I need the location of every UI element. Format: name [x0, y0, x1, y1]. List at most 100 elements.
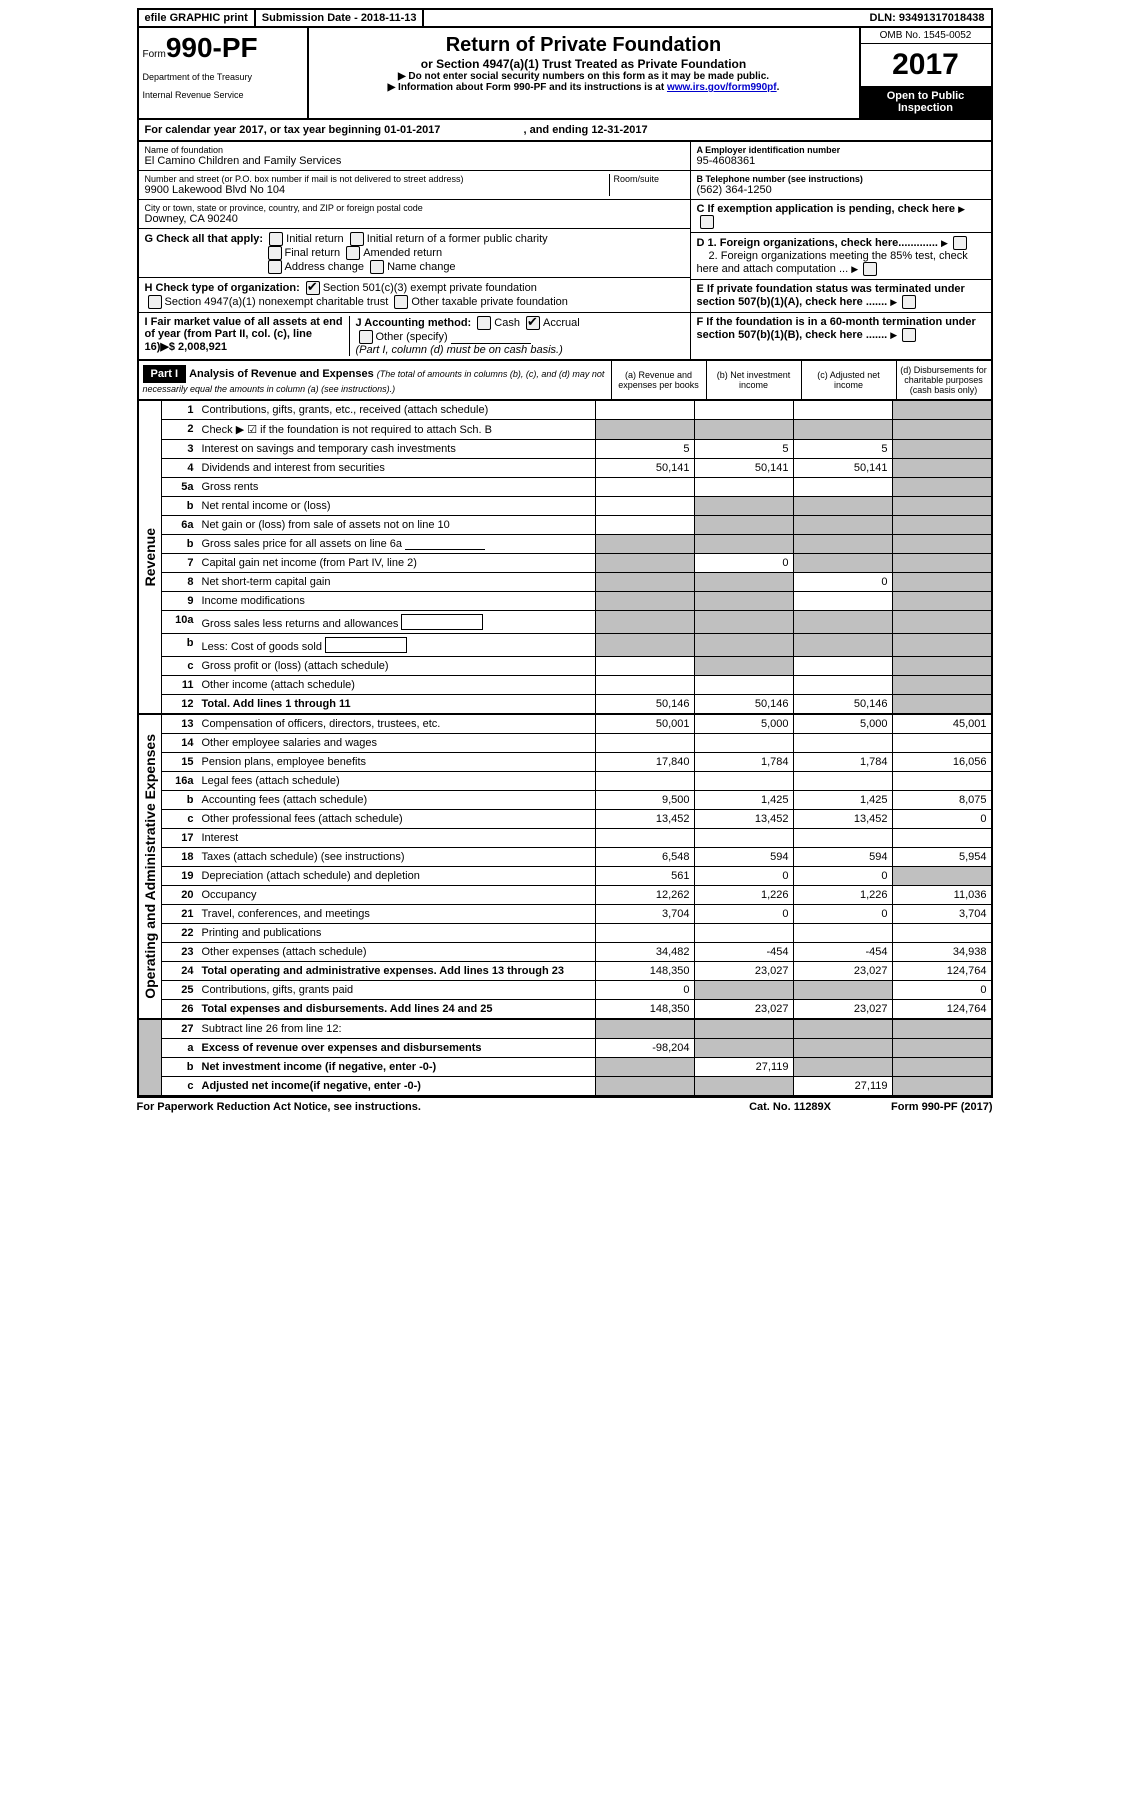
line-value-a	[595, 573, 694, 591]
line-description: Travel, conferences, and meetings	[198, 905, 595, 923]
expenses-table: Operating and Administrative Expenses 13…	[137, 715, 993, 1020]
line-value-c	[793, 554, 892, 572]
line-number: 13	[162, 715, 198, 733]
name-change-checkbox[interactable]	[370, 260, 384, 274]
line-value-c: 1,784	[793, 753, 892, 771]
line-value-b	[694, 535, 793, 553]
initial-return-checkbox[interactable]	[269, 232, 283, 246]
line-value-b	[694, 657, 793, 675]
c-checkbox[interactable]	[700, 215, 714, 229]
other-taxable-checkbox[interactable]	[394, 295, 408, 309]
d2-checkbox[interactable]	[863, 262, 877, 276]
line-description: Less: Cost of goods sold	[198, 634, 595, 656]
accrual-checkbox[interactable]	[526, 316, 540, 330]
line-number: 21	[162, 905, 198, 923]
line-value-b	[694, 420, 793, 439]
line-value-c	[793, 772, 892, 790]
paperwork-notice: For Paperwork Reduction Act Notice, see …	[137, 1101, 421, 1113]
table-row: 1Contributions, gifts, grants, etc., rec…	[162, 401, 991, 420]
final-return-checkbox[interactable]	[268, 246, 282, 260]
irs-link[interactable]: www.irs.gov/form990pf	[667, 82, 777, 93]
line-value-b: 0	[694, 905, 793, 923]
line-description: Net short-term capital gain	[198, 573, 595, 591]
table-row: 9Income modifications	[162, 592, 991, 611]
line-number: b	[162, 1058, 198, 1076]
line-description: Other income (attach schedule)	[198, 676, 595, 694]
line-number: 3	[162, 440, 198, 458]
other-method-checkbox[interactable]	[359, 330, 373, 344]
table-row: 12Total. Add lines 1 through 1150,14650,…	[162, 695, 991, 713]
line-description: Income modifications	[198, 592, 595, 610]
line-value-c: 50,146	[793, 695, 892, 713]
cash-checkbox[interactable]	[477, 316, 491, 330]
line-value-d: 45,001	[892, 715, 991, 733]
initial-former-checkbox[interactable]	[350, 232, 364, 246]
city-label: City or town, state or province, country…	[145, 203, 684, 213]
table-row: 13Compensation of officers, directors, t…	[162, 715, 991, 734]
line-number: 17	[162, 829, 198, 847]
line-value-a: 17,840	[595, 753, 694, 771]
line-description: Other professional fees (attach schedule…	[198, 810, 595, 828]
line-number: 18	[162, 848, 198, 866]
line-number: 2	[162, 420, 198, 439]
4947-checkbox[interactable]	[148, 295, 162, 309]
table-row: bNet rental income or (loss)	[162, 497, 991, 516]
line-value-a	[595, 497, 694, 515]
line-number: 15	[162, 753, 198, 771]
tel-label: B Telephone number (see instructions)	[697, 174, 863, 184]
line-value-a: 9,500	[595, 791, 694, 809]
d1-foreign: D 1. Foreign organizations, check here..…	[697, 237, 938, 249]
d1-checkbox[interactable]	[953, 236, 967, 250]
line-number: 9	[162, 592, 198, 610]
city-state-zip: Downey, CA 90240	[145, 213, 684, 225]
line-value-d: 124,764	[892, 1000, 991, 1018]
line-value-c: 1,226	[793, 886, 892, 904]
line-value-a: 561	[595, 867, 694, 885]
e-checkbox[interactable]	[902, 295, 916, 309]
line-value-b	[694, 829, 793, 847]
bottom-table: 27Subtract line 26 from line 12:aExcess …	[137, 1020, 993, 1097]
line-value-d	[892, 611, 991, 633]
line-value-c	[793, 676, 892, 694]
i-fmv: I Fair market value of all assets at end…	[145, 316, 343, 353]
line-value-b: 1,425	[694, 791, 793, 809]
line-number: b	[162, 791, 198, 809]
line-value-c: 23,027	[793, 962, 892, 980]
line-value-d	[892, 829, 991, 847]
line-value-d	[892, 440, 991, 458]
line-description: Gross rents	[198, 478, 595, 496]
line-value-d	[892, 676, 991, 694]
line-value-a: -98,204	[595, 1039, 694, 1057]
line-number: c	[162, 1077, 198, 1095]
line-value-b: 23,027	[694, 1000, 793, 1018]
line-number: 22	[162, 924, 198, 942]
dept-treasury: Department of the Treasury	[143, 72, 303, 82]
line-value-d: 16,056	[892, 753, 991, 771]
f-checkbox[interactable]	[902, 328, 916, 342]
line-value-b: 13,452	[694, 810, 793, 828]
line-value-d	[892, 924, 991, 942]
table-row: 17Interest	[162, 829, 991, 848]
line-value-a	[595, 1020, 694, 1038]
line-value-c	[793, 497, 892, 515]
line-value-c	[793, 1020, 892, 1038]
501c3-checkbox[interactable]	[306, 281, 320, 295]
amended-return-checkbox[interactable]	[346, 246, 360, 260]
table-row: 18Taxes (attach schedule) (see instructi…	[162, 848, 991, 867]
line-value-c: 594	[793, 848, 892, 866]
line-value-c	[793, 535, 892, 553]
line-value-a: 13,452	[595, 810, 694, 828]
line-value-c: 5,000	[793, 715, 892, 733]
line-value-b	[694, 676, 793, 694]
line-number: a	[162, 1039, 198, 1057]
line-number: 6a	[162, 516, 198, 534]
line-number: 27	[162, 1020, 198, 1038]
line-value-a	[595, 516, 694, 534]
line-description: Total operating and administrative expen…	[198, 962, 595, 980]
table-row: bLess: Cost of goods sold	[162, 634, 991, 657]
col-b-header: (b) Net investment income	[706, 361, 801, 399]
addr-label: Number and street (or P.O. box number if…	[145, 174, 609, 184]
line-description: Contributions, gifts, grants, etc., rece…	[198, 401, 595, 419]
line-number: 19	[162, 867, 198, 885]
address-change-checkbox[interactable]	[268, 260, 282, 274]
